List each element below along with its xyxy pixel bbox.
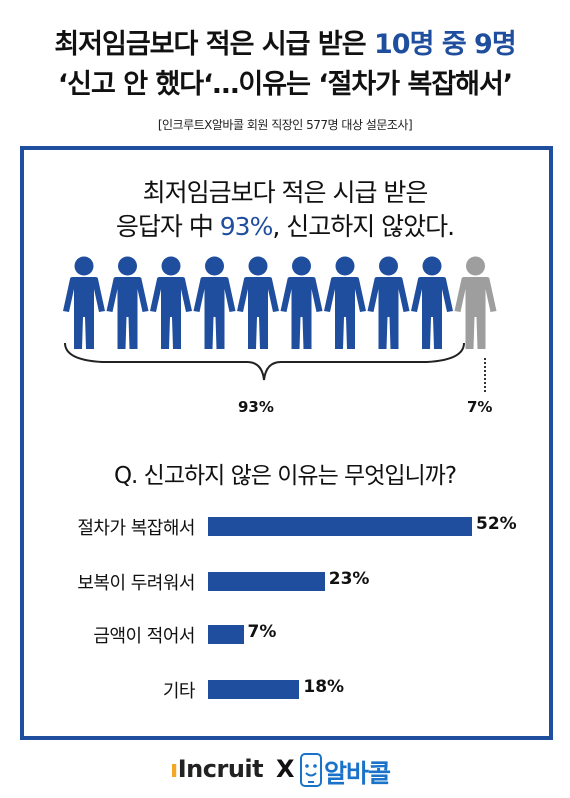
logo-row: ıIncruit X 알바콜	[0, 745, 570, 790]
bar-category-label: 절차가 복잡해서	[77, 518, 195, 539]
label-7-percent: 7%	[467, 398, 493, 416]
person-icon-main	[150, 256, 192, 349]
bar	[208, 680, 300, 699]
stat-line-2-prefix: 응답자 中	[115, 212, 220, 241]
bar	[208, 517, 472, 536]
bar-value-label: 7%	[247, 622, 277, 642]
infographic-panel	[20, 146, 553, 740]
incruit-person-dot-icon: ı	[170, 755, 178, 783]
dotted-line-7-percent	[484, 358, 486, 392]
logo-separator: X	[276, 755, 295, 783]
stat-line-1: 최저임금보다 적은 시급 받은	[142, 178, 429, 207]
incruit-logo-text: Incruit	[177, 755, 264, 783]
survey-subtitle: [인크루트X알바콜 회원 직장인 577명 대상 설문조사]	[157, 118, 413, 132]
label-93-percent: 93%	[238, 398, 274, 416]
bracket-93-percent	[64, 342, 465, 381]
person-icon-main	[324, 256, 366, 349]
person-icon-main	[193, 256, 236, 349]
albacall-logo: 알바콜	[324, 759, 391, 788]
headline-highlight: 10명 중 9명	[374, 29, 517, 60]
bar-value-label: 52%	[476, 514, 517, 534]
stat-line-2: 응답자 中 93%, 신고하지 않았다.	[0, 207, 570, 243]
bar-row: 금액이 적어서 7%	[0, 618, 570, 648]
bar	[208, 572, 325, 591]
bar-row: 보복이 두려워서 23%	[0, 565, 570, 595]
bar-category-label: 기타	[162, 681, 196, 702]
person-icon-main	[280, 256, 323, 349]
bar-row: 절차가 복잡해서 52%	[0, 510, 570, 540]
bar-row: 기타 18%	[0, 673, 570, 703]
stat-line-2-suffix: , 신고하지 않았다.	[272, 212, 455, 241]
headline-line-1: 최저임금보다 적은 시급 받은 10명 중 9명	[0, 22, 570, 61]
bar-category-label: 보복이 두려워서	[77, 573, 195, 594]
person-icon-main	[411, 256, 453, 349]
bar-value-label: 23%	[328, 569, 370, 589]
question-text: Q. 신고하지 않은 이유는 무엇입니까?	[113, 463, 457, 489]
person-icon-main	[106, 256, 149, 349]
phone-face-icon	[300, 753, 322, 787]
person-icon-main	[63, 256, 105, 349]
bar	[208, 625, 244, 644]
incruit-logo: ıIncruit	[170, 755, 264, 783]
headline-line-2: ‘신고 안 했다‘…이유는 ‘절차가 복잡해서’	[57, 69, 513, 100]
person-icon-main	[237, 256, 279, 349]
headline-line-1-prefix: 최저임금보다 적은 시급 받은	[54, 29, 374, 60]
people-pictogram	[63, 256, 497, 349]
bar-value-label: 18%	[303, 677, 345, 697]
person-icon-main	[367, 256, 410, 349]
bar-category-label: 금액이 적어서	[93, 626, 195, 647]
person-icon-other	[454, 256, 497, 349]
stat-percent: 93%	[219, 212, 274, 241]
